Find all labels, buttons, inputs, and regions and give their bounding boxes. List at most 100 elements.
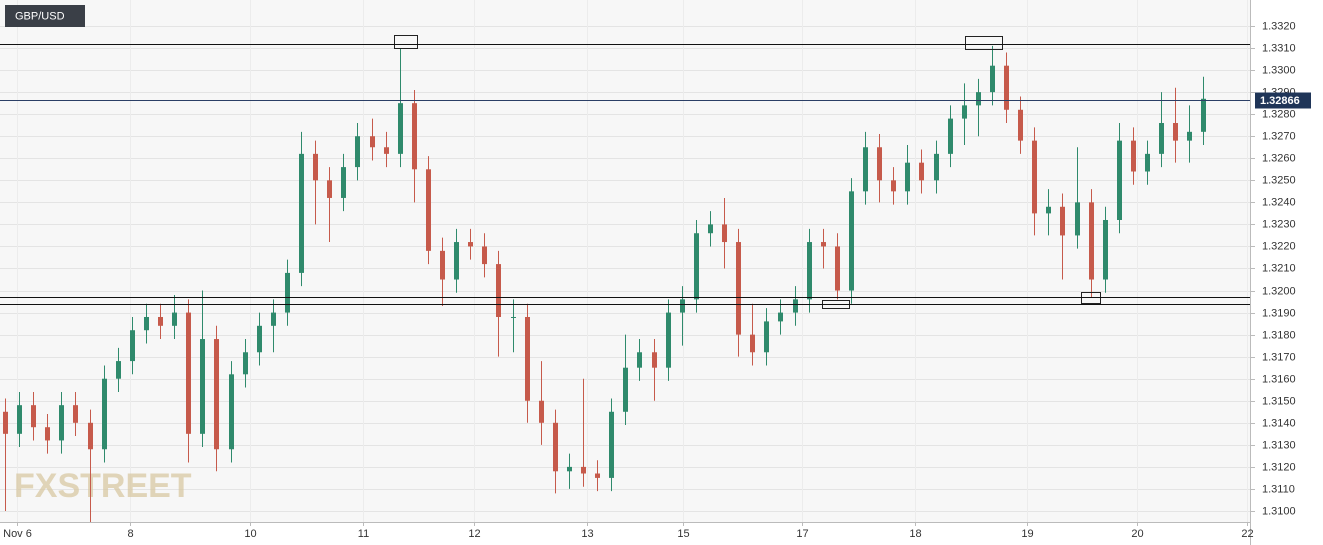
candle-body (891, 180, 896, 192)
candle-body (299, 153, 304, 273)
x-tick-label: 10 (244, 528, 256, 540)
candle-body (144, 316, 149, 331)
y-tick-label: 1.3130 (1262, 439, 1296, 451)
candle-body (1131, 140, 1136, 172)
last-price-box (1255, 92, 1311, 109)
candle-body (384, 147, 389, 154)
candle-body (285, 272, 290, 313)
y-tick-label: 1.3190 (1262, 307, 1296, 319)
candle-body (482, 246, 487, 265)
candle-body (750, 334, 755, 353)
candle-body (468, 242, 473, 247)
x-tick-label: 19 (1021, 528, 1033, 540)
candle-body (1060, 206, 1065, 236)
candle-body (736, 242, 741, 335)
candle-body (976, 92, 981, 106)
title-box (5, 5, 85, 27)
candle-body (1201, 98, 1206, 132)
candle-body (1004, 65, 1009, 110)
candle-body (257, 325, 262, 353)
candle-body (511, 316, 516, 318)
candle-body (934, 153, 939, 181)
highlight-box (394, 35, 418, 49)
candle-body (454, 242, 459, 280)
candle-body (990, 65, 995, 93)
candle-body (609, 411, 614, 478)
candle-body (1089, 202, 1094, 280)
candle-body (553, 422, 558, 472)
candle-body (370, 136, 375, 148)
candle-body (130, 330, 135, 362)
y-tick-label: 1.3220 (1262, 240, 1296, 252)
candle-body (59, 405, 64, 441)
highlight-box (965, 36, 1003, 50)
candle-body (1103, 219, 1108, 280)
candle-body (1075, 202, 1080, 236)
candle-body (877, 147, 882, 181)
candle-body (271, 312, 276, 326)
candle-body (1018, 109, 1023, 141)
watermark: FXSTREET (14, 467, 192, 505)
y-tick-label: 1.3100 (1262, 505, 1296, 517)
candle-body (116, 361, 121, 379)
candle-body (835, 246, 840, 291)
x-tick-label: 13 (581, 528, 593, 540)
y-tick-label: 1.3170 (1262, 351, 1296, 363)
y-tick-label: 1.3200 (1262, 285, 1296, 297)
y-tick-label: 1.3320 (1262, 20, 1296, 32)
candle-body (214, 339, 219, 450)
plot-background (0, 0, 1250, 522)
candle-body (341, 167, 346, 198)
x-tick-label: 22 (1241, 528, 1253, 540)
candle-body (102, 378, 107, 450)
y-tick-label: 1.3260 (1262, 152, 1296, 164)
y-tick-label: 1.3280 (1262, 108, 1296, 120)
candle-body (440, 250, 445, 280)
candle-body (637, 352, 642, 368)
candle-body (652, 352, 657, 368)
candle-body (398, 103, 403, 154)
candle-body (313, 153, 318, 181)
candle-body (666, 312, 671, 368)
candle-body (525, 316, 530, 401)
x-tick-label: Nov 6 (3, 528, 32, 540)
candle-body (1187, 131, 1192, 141)
y-tick-label: 1.3240 (1262, 196, 1296, 208)
candle-body (17, 405, 22, 434)
y-tick-label: 1.3180 (1262, 329, 1296, 341)
x-tick-label: 17 (796, 528, 808, 540)
candle-body (229, 374, 234, 450)
last-price-label: 1.32866 (1260, 95, 1300, 107)
candle-body (905, 162, 910, 192)
candle-body (355, 136, 360, 168)
candle-body (243, 352, 248, 375)
y-tick-label: 1.3310 (1262, 42, 1296, 54)
y-tick-label: 1.3210 (1262, 262, 1296, 274)
candle-body (778, 312, 783, 322)
x-tick-label: 18 (909, 528, 921, 540)
candle-body (539, 400, 544, 423)
chart-title: GBP/USD (15, 10, 65, 22)
candle-body (722, 224, 727, 243)
candle-body (863, 147, 868, 192)
y-tick-label: 1.3150 (1262, 395, 1296, 407)
x-tick-label: 11 (358, 528, 369, 540)
candle-body (948, 118, 953, 154)
candle-body (45, 427, 50, 441)
candle-body (496, 264, 501, 317)
y-tick-label: 1.3110 (1262, 483, 1295, 495)
candle-body (186, 312, 191, 434)
candle-body (919, 162, 924, 181)
candle-body (1032, 140, 1037, 214)
candle-body (426, 169, 431, 251)
candle-body (694, 233, 699, 300)
x-tick-label: 8 (127, 528, 133, 540)
candle-body (807, 242, 812, 300)
x-tick-label: 12 (468, 528, 480, 540)
y-tick-label: 1.3120 (1262, 461, 1296, 473)
x-tick-label: 15 (677, 528, 689, 540)
candle-body (172, 312, 177, 326)
y-tick-label: 1.3270 (1262, 130, 1296, 142)
candle-body (31, 405, 36, 428)
